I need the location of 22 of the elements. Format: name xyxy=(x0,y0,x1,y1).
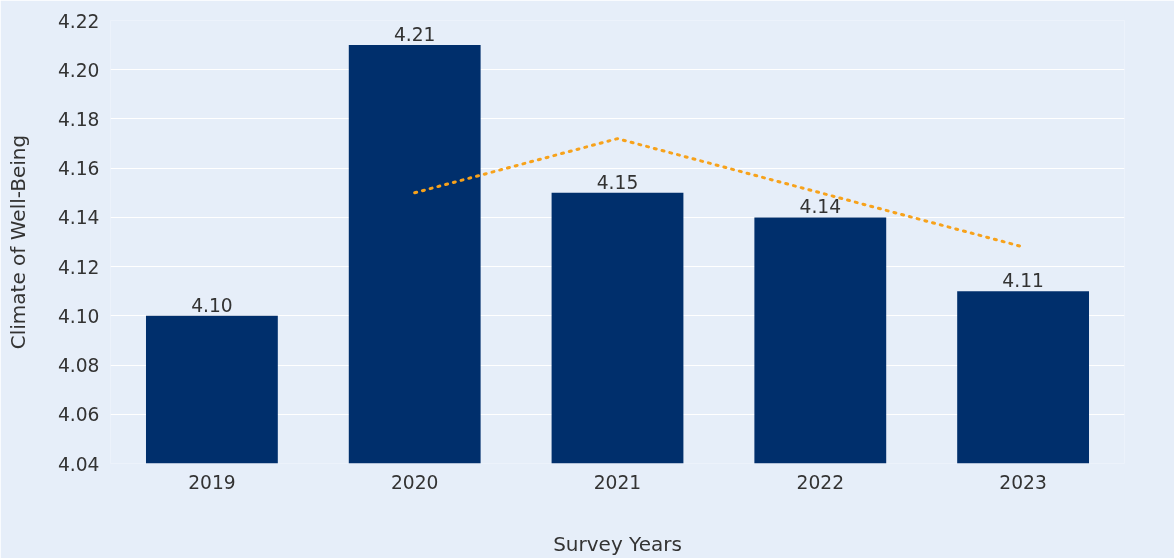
x-tick-label: 2021 xyxy=(593,471,642,493)
y-tick-label: 4.14 xyxy=(57,207,100,229)
x-tick-label: 2020 xyxy=(390,471,439,493)
y-tick-label: 4.12 xyxy=(57,256,100,278)
data-label: 4.14 xyxy=(799,196,842,218)
y-tick-label: 4.16 xyxy=(57,158,100,180)
y-tick-label: 4.20 xyxy=(57,59,100,81)
data-label: 4.10 xyxy=(191,294,233,316)
y-tick-label: 4.10 xyxy=(57,305,100,327)
y-tick-label: 4.06 xyxy=(57,404,100,426)
x-axis-title: Survey Years xyxy=(553,531,682,556)
data-label: 4.11 xyxy=(1002,270,1044,292)
y-tick-label: 4.22 xyxy=(57,10,100,32)
y-tick-label: 4.04 xyxy=(57,453,100,475)
y-tick-label: 4.18 xyxy=(57,108,100,130)
data-label: 4.15 xyxy=(596,171,639,193)
x-tick-label: 2022 xyxy=(796,471,845,493)
y-axis-title: Climate of Well-Being xyxy=(5,134,30,350)
x-tick-label: 2023 xyxy=(999,471,1047,493)
x-tick-label: 2019 xyxy=(188,471,236,493)
data-label: 4.21 xyxy=(393,24,436,46)
y-tick-label: 4.08 xyxy=(57,355,100,377)
